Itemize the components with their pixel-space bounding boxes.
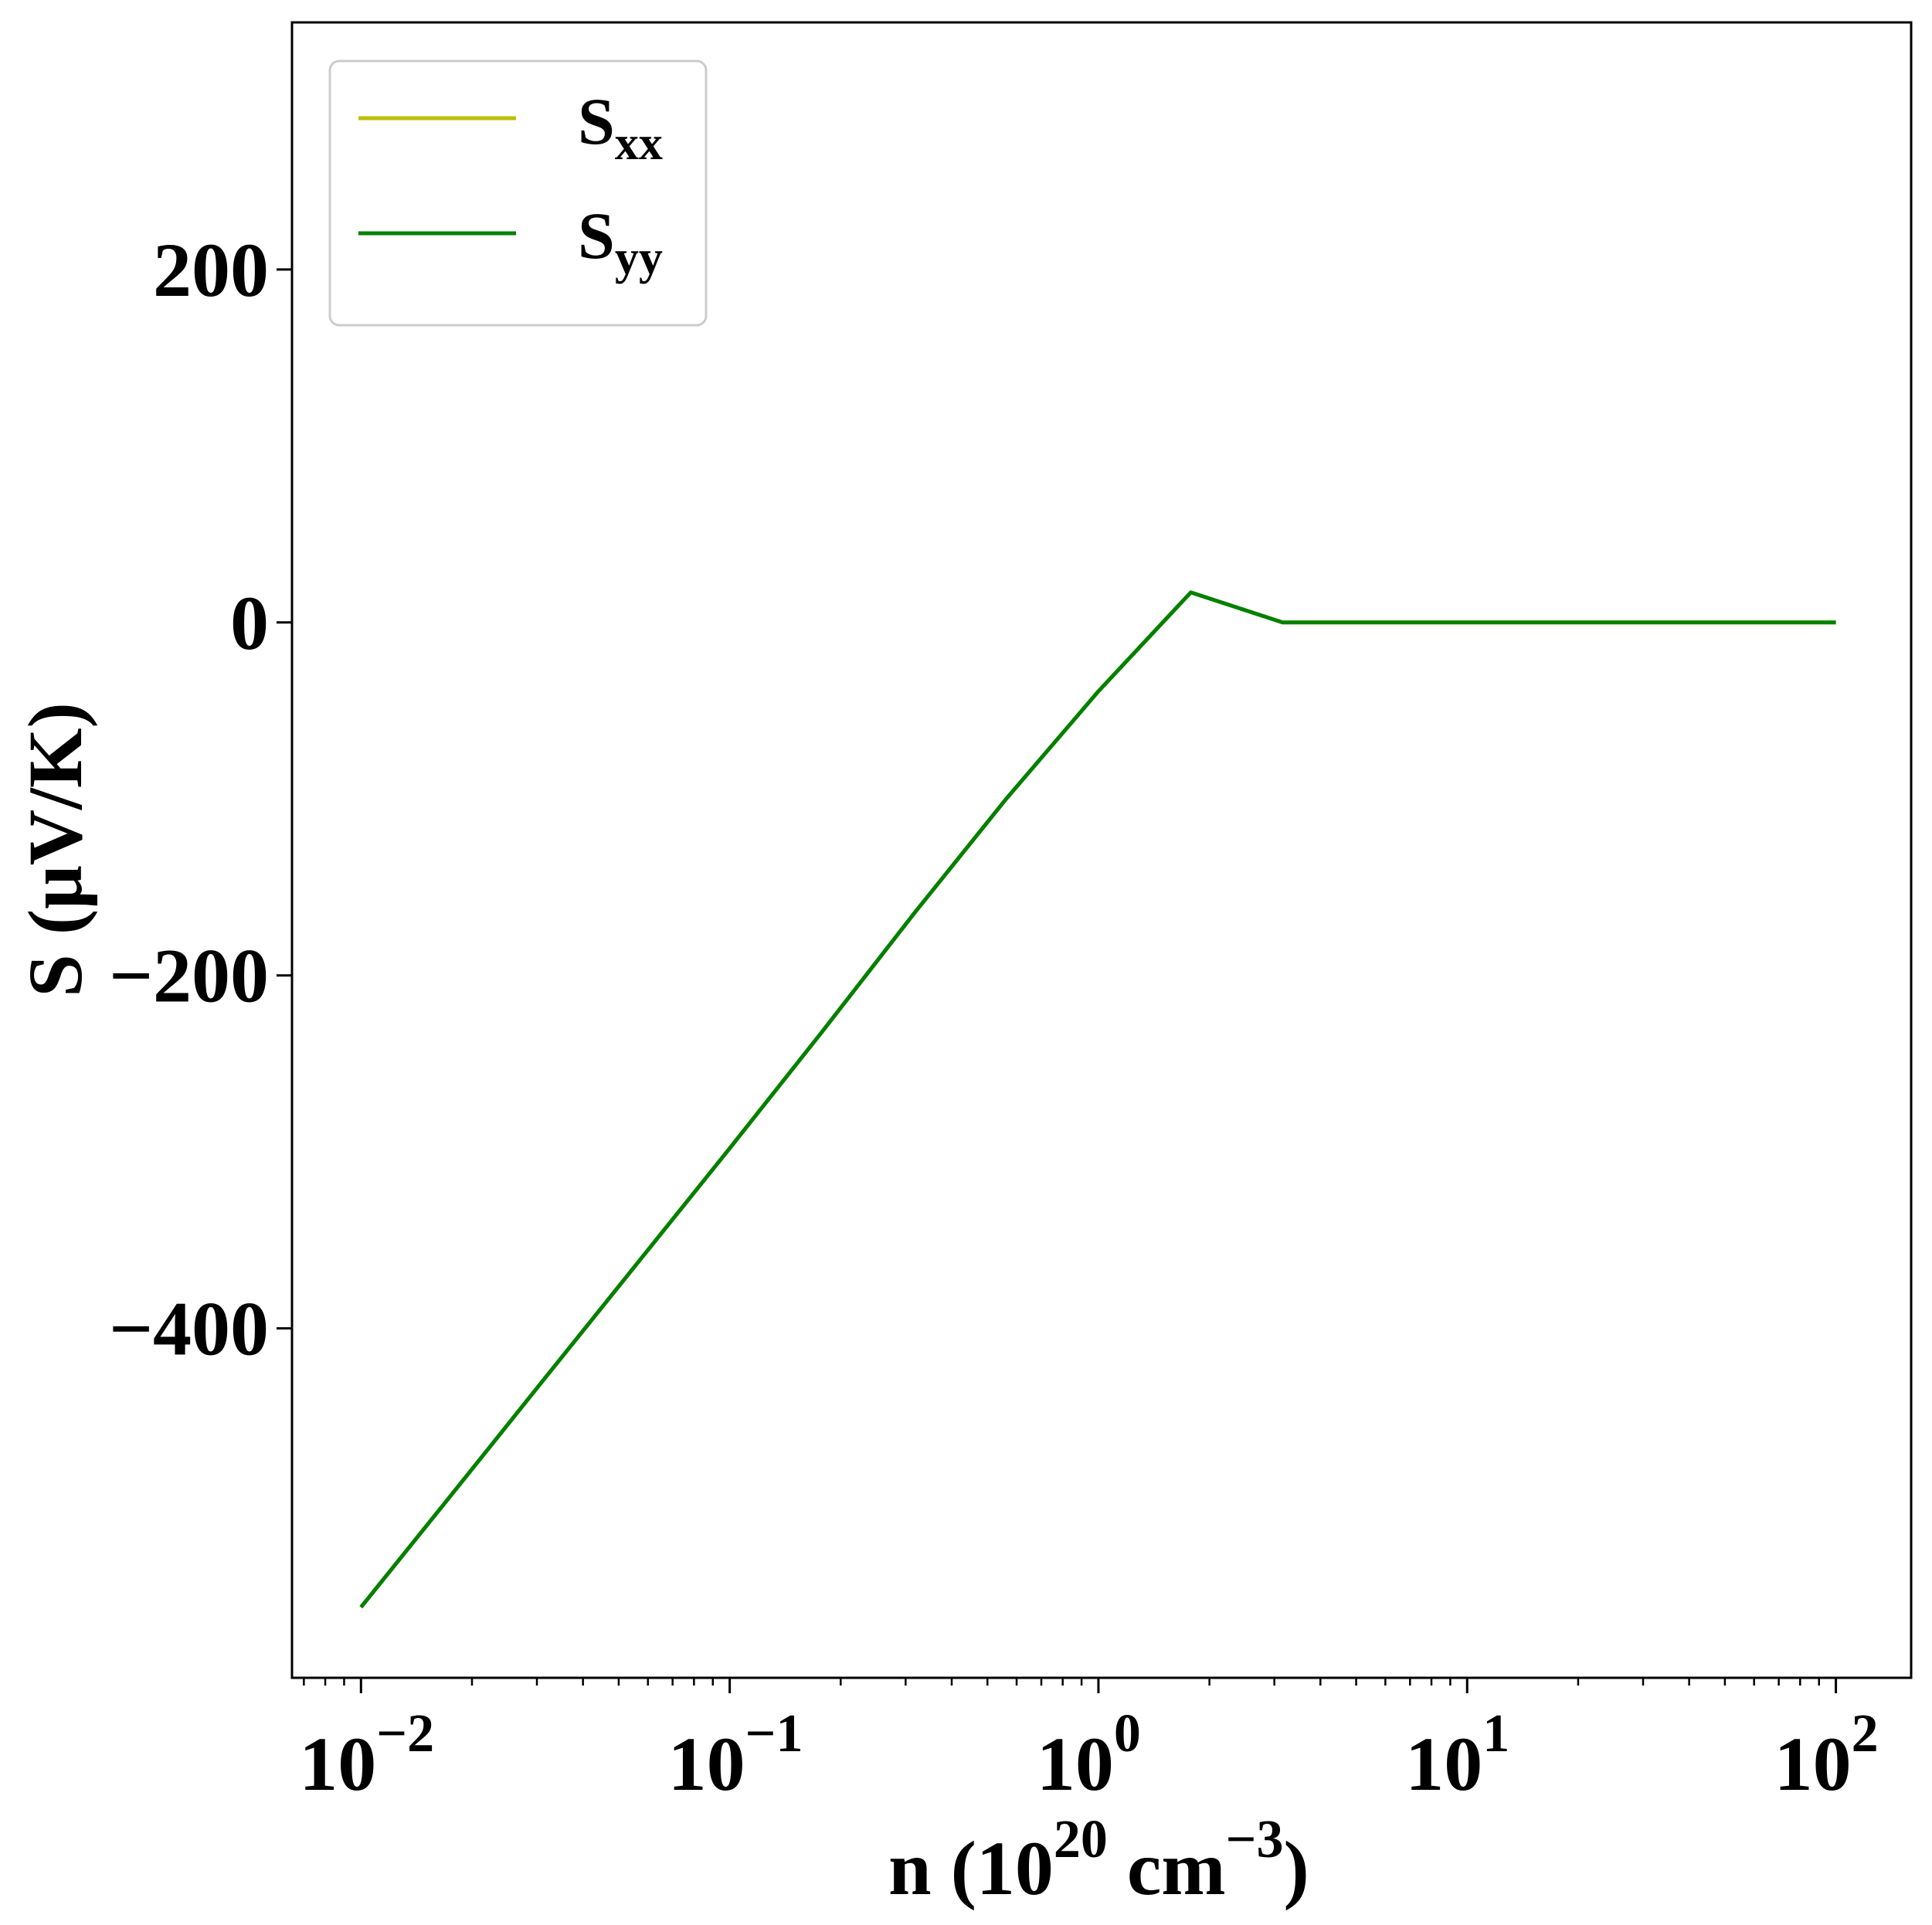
x-tick-label: 10−1 [668, 1704, 803, 1807]
y-tick-label: −200 [109, 933, 269, 1019]
legend-label-sxx: Sxx [578, 84, 663, 170]
plot-frame [290, 21, 1913, 1679]
x-tick-label: 101 [1405, 1704, 1509, 1807]
series-layer [359, 590, 1836, 1609]
y-axis-label: S (μV/K) [12, 702, 98, 997]
y-tick-label: −400 [109, 1286, 269, 1372]
y-tick-label: 0 [230, 580, 269, 666]
legend-label-syy: Syy [578, 199, 663, 284]
y-axis-ticks: 200 0 −200 −400 [109, 227, 292, 1372]
legend-box [328, 59, 708, 327]
legend: Sxx Syy [328, 59, 708, 327]
x-axis-label: n (1020 cm−3) [888, 1810, 1309, 1911]
x-axis-ticks: 10−2 10−1 100 101 102 [299, 1678, 1879, 1807]
x-tick-label: 102 [1774, 1704, 1879, 1807]
y-tick-label: 200 [153, 227, 269, 313]
x-tick-label: 100 [1037, 1704, 1141, 1807]
series-line-syy [359, 590, 1836, 1609]
x-tick-label: 10−2 [299, 1704, 434, 1807]
